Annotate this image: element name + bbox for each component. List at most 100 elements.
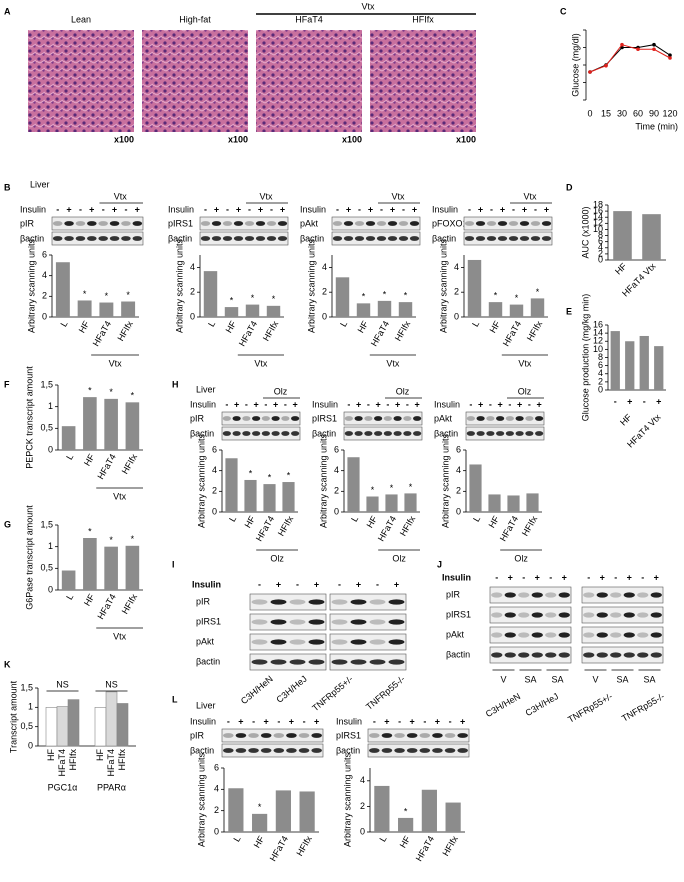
- band-label: βactin: [20, 233, 44, 243]
- bar: [509, 304, 524, 317]
- band: [623, 612, 635, 618]
- band: [369, 659, 386, 665]
- band: [583, 632, 595, 638]
- y-tick-label: 6: [456, 444, 461, 454]
- bar: [61, 570, 76, 590]
- band: [98, 221, 108, 226]
- point: [668, 53, 672, 57]
- y-tick-label: 1,5: [20, 682, 33, 692]
- blot-strip: [221, 411, 301, 426]
- band: [610, 592, 622, 598]
- x-tick-label: HFIfx: [120, 592, 140, 616]
- band: [244, 236, 255, 241]
- band: [413, 431, 422, 436]
- band: [350, 659, 367, 665]
- band: [545, 652, 557, 658]
- significance: *: [230, 295, 234, 305]
- group-label: Vtx: [361, 1, 375, 11]
- bar: [55, 262, 70, 317]
- y-tick-label: 2: [454, 287, 459, 297]
- lane-sign: +: [497, 399, 502, 409]
- band: [519, 236, 530, 241]
- band-label: βactin: [312, 428, 336, 438]
- x-tick-label: L: [338, 319, 349, 328]
- blot-strip: [249, 593, 327, 611]
- band: [381, 748, 393, 753]
- y-tick-label: 4: [360, 775, 365, 785]
- band: [387, 236, 398, 241]
- histology-image: [370, 30, 476, 132]
- band: [87, 221, 97, 226]
- band: [87, 236, 97, 241]
- y-tick-label: 2: [322, 287, 327, 297]
- x-tick-label: L: [64, 592, 75, 601]
- band: [610, 612, 622, 618]
- lane-sign: +: [627, 572, 632, 582]
- band: [222, 416, 231, 421]
- point: [668, 56, 672, 60]
- band: [504, 652, 516, 658]
- band: [491, 592, 503, 598]
- x-tick-label: HFIfx: [261, 319, 281, 343]
- lane-sign: -: [367, 399, 370, 409]
- band: [383, 416, 392, 421]
- magnification: x100: [342, 134, 362, 144]
- lane-sign: +: [234, 399, 239, 409]
- lane-sign: +: [500, 204, 505, 214]
- band: [64, 236, 74, 241]
- lane-sign: -: [270, 204, 273, 214]
- lane-sign: -: [252, 716, 255, 726]
- y-tick-label: 16: [593, 205, 603, 215]
- y-axis-label: G6Pase transcript amount: [24, 505, 34, 610]
- y-tick-label: 2: [598, 376, 603, 386]
- band: [464, 221, 475, 226]
- band: [535, 416, 544, 421]
- x-tick-label: HFIfx: [120, 452, 140, 476]
- significance: *: [131, 534, 135, 544]
- lane-sign: +: [238, 716, 243, 726]
- band: [491, 652, 503, 658]
- band: [244, 221, 255, 226]
- band: [291, 416, 300, 421]
- band-label: βactin: [190, 428, 214, 438]
- band: [260, 748, 272, 753]
- treatment-label: Insulin: [190, 716, 216, 726]
- band: [252, 431, 261, 436]
- x-tick-label: L: [470, 319, 481, 328]
- y-tick-label: 2: [212, 486, 217, 496]
- band: [308, 599, 325, 605]
- band: [388, 599, 405, 605]
- lane-sign: -: [336, 204, 339, 214]
- band: [394, 748, 405, 753]
- blot-strip: [465, 426, 545, 441]
- band-label: pAkt: [446, 629, 465, 639]
- band: [409, 221, 420, 226]
- blot-strip: [343, 426, 423, 441]
- band: [508, 236, 519, 241]
- y-axis-label: Glucose (mg/dl): [570, 33, 580, 97]
- lane-sign: +: [356, 579, 361, 589]
- band-label: βactin: [434, 428, 458, 438]
- band-label: pIR: [190, 730, 205, 740]
- blot-strip: [249, 633, 327, 651]
- bar: [245, 304, 260, 317]
- band: [222, 221, 233, 226]
- point: [620, 42, 624, 47]
- x-tick-label: L: [206, 319, 217, 328]
- bar: [61, 426, 76, 450]
- panel-letter: F: [4, 379, 10, 389]
- significance: *: [404, 806, 408, 816]
- band: [331, 619, 348, 625]
- lane-sign: +: [264, 716, 269, 726]
- band: [466, 416, 475, 421]
- y-tick-label: 0: [598, 384, 603, 394]
- band: [530, 236, 541, 241]
- band: [583, 652, 595, 658]
- band: [273, 748, 285, 753]
- x-tick-label: 30: [617, 108, 627, 118]
- y-tick-label: 0: [214, 826, 219, 836]
- bar: [356, 303, 371, 317]
- band: [398, 221, 409, 226]
- lane-sign: +: [536, 399, 541, 409]
- band: [388, 659, 405, 665]
